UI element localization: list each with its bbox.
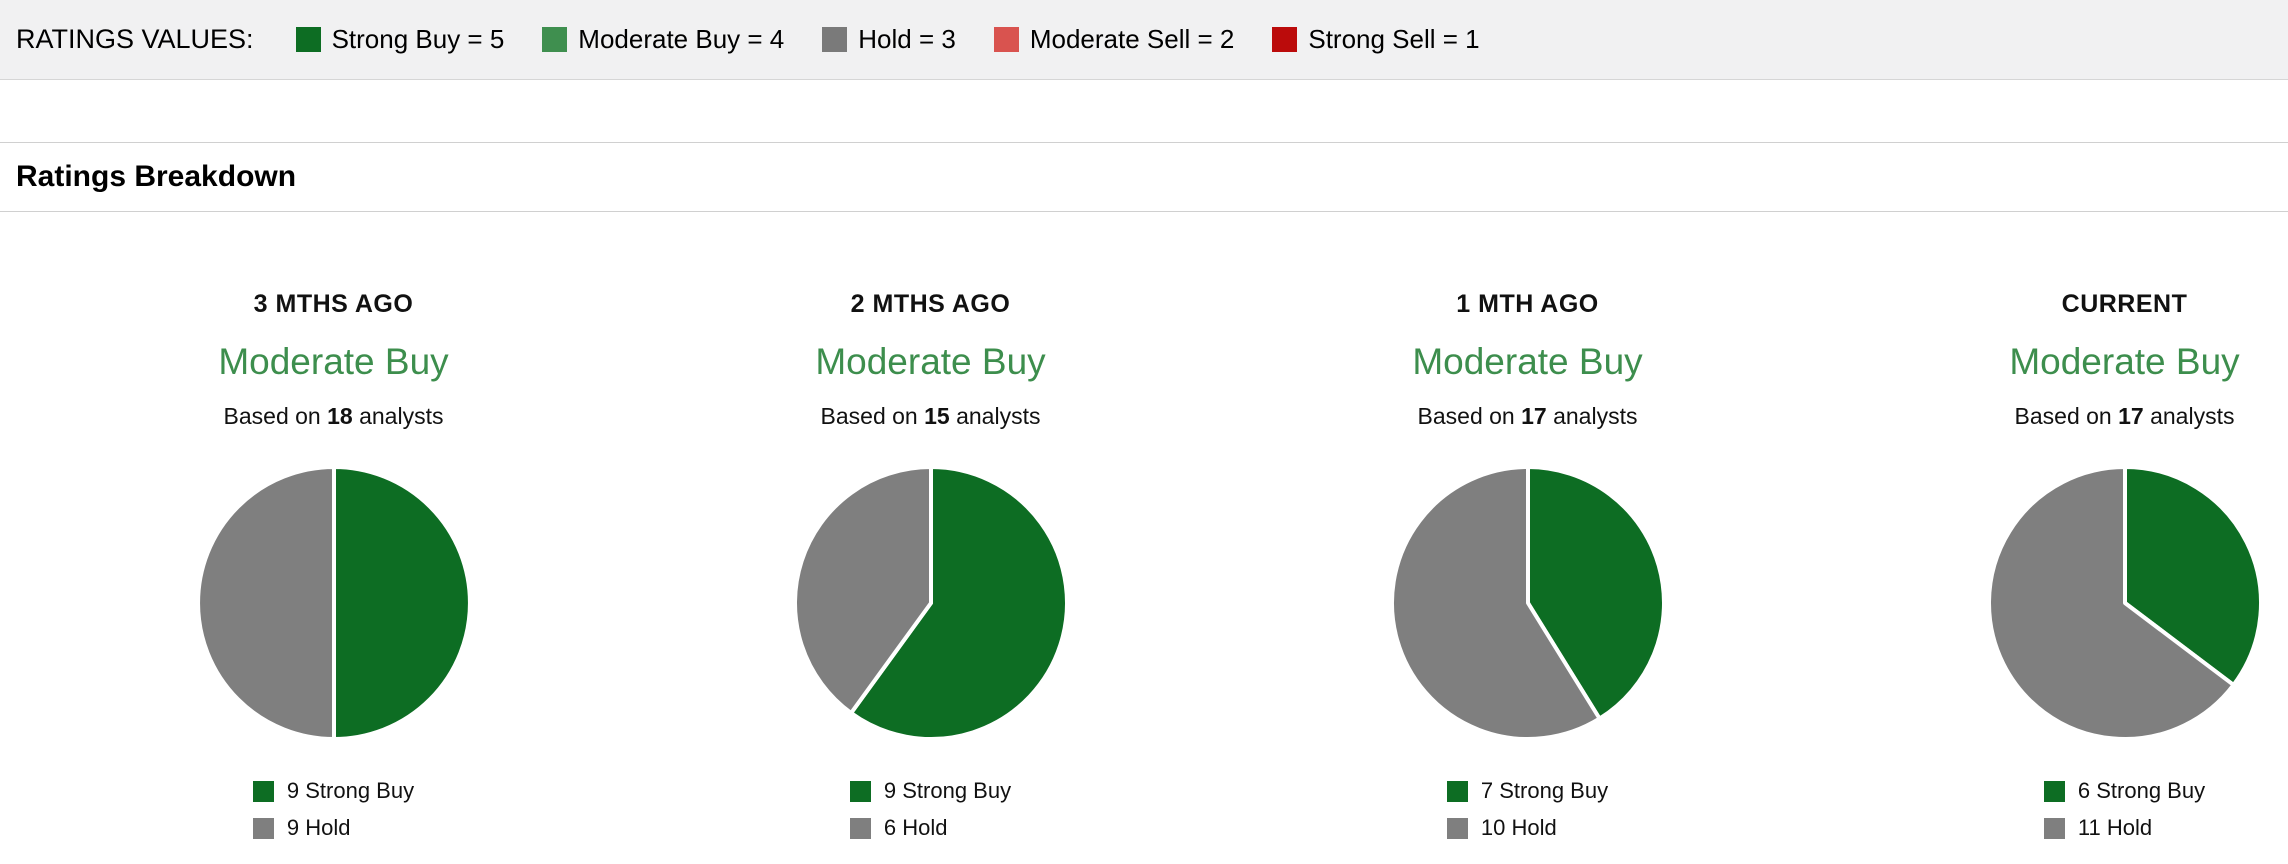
strong-buy-swatch-icon <box>1446 780 1468 802</box>
legend-label: 6 Hold <box>883 815 948 840</box>
legend-label: 9 Strong Buy <box>286 778 415 803</box>
strong-buy-swatch-icon <box>2043 780 2065 802</box>
ratings-pie-chart <box>35 464 632 742</box>
legend-item-strong-buy: Strong Buy = 5 <box>295 24 505 55</box>
page-title: Ratings Breakdown <box>16 160 297 193</box>
period-title: 1 MTH AGO <box>1456 290 1599 318</box>
analysts-number: 18 <box>327 403 353 429</box>
legend-item: 9 Strong Buy <box>252 778 415 804</box>
analysts-count-line: Based on 15 analysts <box>632 403 1229 430</box>
ratings-values-label: RATINGS VALUES: <box>16 24 254 54</box>
column-3-mths-ago: 3 MTHS AGO Moderate Buy Based on 18 anal… <box>35 290 632 852</box>
moderate-buy-swatch-icon <box>542 27 568 52</box>
ratings-pie-chart <box>1826 464 2288 742</box>
legend-label: 9 Hold <box>286 815 351 840</box>
moderate-sell-swatch-icon <box>993 27 1019 52</box>
consensus-rating: Moderate Buy <box>2009 341 2240 382</box>
pie-legend: 7 Strong Buy 10 Hold <box>1446 778 1609 852</box>
hold-swatch-icon <box>1446 817 1468 839</box>
hold-swatch-icon <box>252 817 274 839</box>
analysts-number: 17 <box>2118 403 2144 429</box>
based-on-suffix: analysts <box>1553 403 1638 429</box>
legend-item: 10 Hold <box>1446 815 1608 841</box>
legend-item: 11 Hold <box>2043 815 2205 841</box>
pie-legend: 6 Strong Buy 11 Hold <box>2043 778 2206 852</box>
legend-label: Strong Buy = 5 <box>331 24 505 54</box>
ratings-values-legend: Strong Buy = 5 Moderate Buy = 4 Hold = 3… <box>295 24 1480 55</box>
legend-item: 6 Hold <box>849 815 1011 841</box>
legend-item-moderate-buy: Moderate Buy = 4 <box>542 24 784 55</box>
based-on-prefix: Based on <box>2014 403 2112 429</box>
analysts-count-line: Based on 18 analysts <box>35 403 632 430</box>
legend-label: 9 Strong Buy <box>883 778 1012 803</box>
strong-buy-swatch-icon <box>295 27 321 52</box>
legend-item: 6 Strong Buy <box>2043 778 2206 804</box>
legend-item: 9 Hold <box>252 815 414 841</box>
based-on-prefix: Based on <box>223 403 321 429</box>
period-title: 3 MTHS AGO <box>253 290 414 318</box>
legend-item-moderate-sell: Moderate Sell = 2 <box>993 24 1235 55</box>
strong-buy-swatch-icon <box>849 780 871 802</box>
analysts-count-line: Based on 17 analysts <box>1826 403 2288 430</box>
ratings-breakdown-charts: 3 MTHS AGO Moderate Buy Based on 18 anal… <box>0 212 2288 852</box>
based-on-suffix: analysts <box>359 403 444 429</box>
legend-item-strong-sell: Strong Sell = 1 <box>1272 24 1480 55</box>
consensus-rating: Moderate Buy <box>815 341 1046 382</box>
analysts-number: 15 <box>924 403 950 429</box>
legend-label: Moderate Sell = 2 <box>1029 24 1235 54</box>
consensus-rating: Moderate Buy <box>218 341 449 382</box>
strong-sell-swatch-icon <box>1272 27 1298 52</box>
legend-item-hold: Hold = 3 <box>822 24 956 55</box>
pie-legend: 9 Strong Buy 9 Hold <box>252 778 415 852</box>
ratings-values-bar: RATINGS VALUES: Strong Buy = 5 Moderate … <box>0 0 2288 80</box>
legend-item: 9 Strong Buy <box>849 778 1012 804</box>
analysts-count-line: Based on 17 analysts <box>1229 403 1826 430</box>
strong-buy-swatch-icon <box>252 780 274 802</box>
legend-label: 6 Strong Buy <box>2077 778 2206 803</box>
column-1-mth-ago: 1 MTH AGO Moderate Buy Based on 17 analy… <box>1229 290 1826 852</box>
legend-label: Moderate Buy = 4 <box>578 24 785 54</box>
legend-label: 7 Strong Buy <box>1480 778 1609 803</box>
legend-label: 10 Hold <box>1480 815 1557 840</box>
based-on-prefix: Based on <box>820 403 918 429</box>
based-on-prefix: Based on <box>1417 403 1515 429</box>
hold-swatch-icon <box>822 27 848 52</box>
ratings-pie-chart <box>1229 464 1826 742</box>
legend-label: 11 Hold <box>2077 815 2153 840</box>
section-heading: Ratings Breakdown <box>0 142 2288 212</box>
column-current: CURRENT Moderate Buy Based on 17 analyst… <box>1826 290 2288 852</box>
pie-legend: 9 Strong Buy 6 Hold <box>849 778 1012 852</box>
ratings-pie-chart <box>632 464 1229 742</box>
legend-label: Strong Sell = 1 <box>1308 24 1480 54</box>
consensus-rating: Moderate Buy <box>1412 341 1643 382</box>
legend-label: Hold = 3 <box>858 24 956 54</box>
legend-item: 7 Strong Buy <box>1446 778 1609 804</box>
based-on-suffix: analysts <box>956 403 1041 429</box>
hold-swatch-icon <box>849 817 871 839</box>
analysts-number: 17 <box>1521 403 1547 429</box>
column-2-mths-ago: 2 MTHS AGO Moderate Buy Based on 15 anal… <box>632 290 1229 852</box>
period-title: CURRENT <box>2061 290 2188 318</box>
hold-swatch-icon <box>2043 817 2065 839</box>
based-on-suffix: analysts <box>2150 403 2235 429</box>
period-title: 2 MTHS AGO <box>850 290 1011 318</box>
